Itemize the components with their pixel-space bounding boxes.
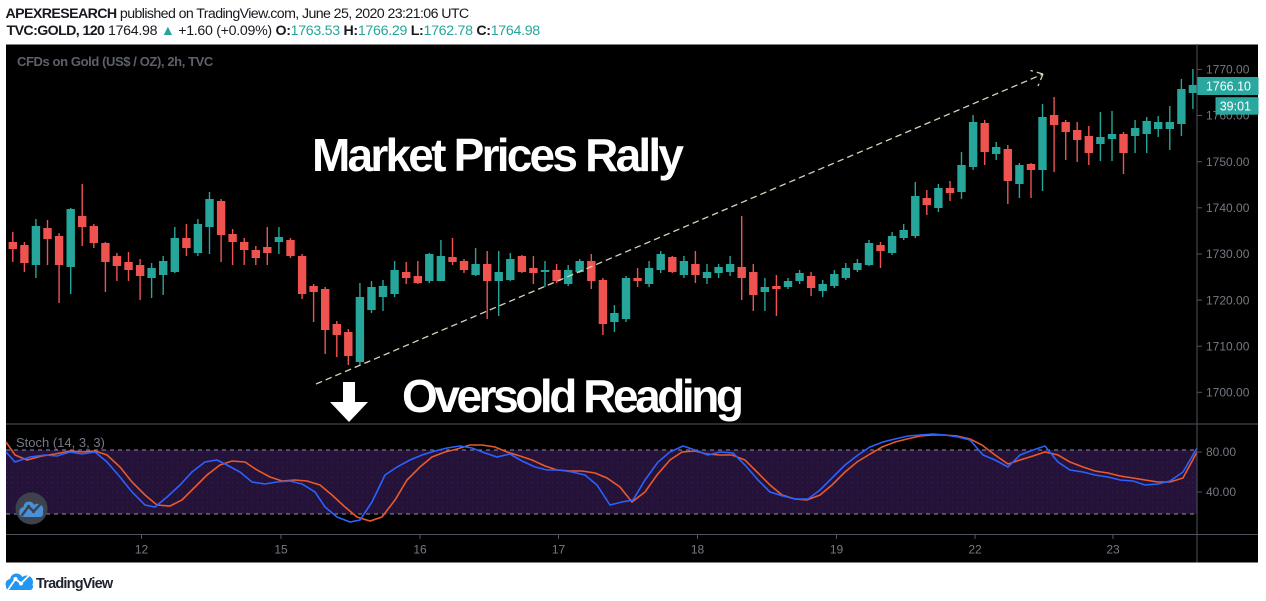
svg-text:1720.00: 1720.00 <box>1206 293 1250 307</box>
svg-text:18: 18 <box>691 543 705 557</box>
svg-text:APEXRESEARCH published on Trad: APEXRESEARCH published on TradingView.co… <box>6 6 469 22</box>
svg-text:17: 17 <box>552 543 566 557</box>
svg-text:40.00: 40.00 <box>1206 485 1236 499</box>
svg-text:16: 16 <box>413 543 427 557</box>
svg-text:Stoch (14, 3, 3): Stoch (14, 3, 3) <box>16 435 105 450</box>
svg-text:Oversold Reading: Oversold Reading <box>402 370 744 422</box>
svg-text:15: 15 <box>274 543 288 557</box>
svg-text:1750.00: 1750.00 <box>1206 155 1250 169</box>
svg-text:TVC:GOLD, 120 1764.98 ▲ +1.60: TVC:GOLD, 120 1764.98 ▲ +1.60 (+0.09%) O… <box>7 23 541 39</box>
svg-text:CFDs on Gold (US$ / OZ), 2h, T: CFDs on Gold (US$ / OZ), 2h, TVC <box>17 54 214 69</box>
svg-text:1710.00: 1710.00 <box>1206 339 1250 353</box>
svg-text:80.00: 80.00 <box>1206 445 1236 459</box>
svg-text:TradingView: TradingView <box>36 576 114 592</box>
svg-text:1766.10: 1766.10 <box>1206 80 1251 94</box>
svg-text:1770.00: 1770.00 <box>1206 63 1250 77</box>
svg-text:19: 19 <box>830 543 844 557</box>
svg-text:1700.00: 1700.00 <box>1206 386 1250 400</box>
svg-text:23: 23 <box>1106 543 1120 557</box>
svg-text:Market Prices Rally: Market Prices Rally <box>312 129 684 181</box>
svg-text:12: 12 <box>135 543 149 557</box>
svg-text:39:01: 39:01 <box>1220 100 1251 114</box>
svg-text:22: 22 <box>968 543 982 557</box>
svg-text:1730.00: 1730.00 <box>1206 247 1250 261</box>
svg-text:1740.00: 1740.00 <box>1206 201 1250 215</box>
